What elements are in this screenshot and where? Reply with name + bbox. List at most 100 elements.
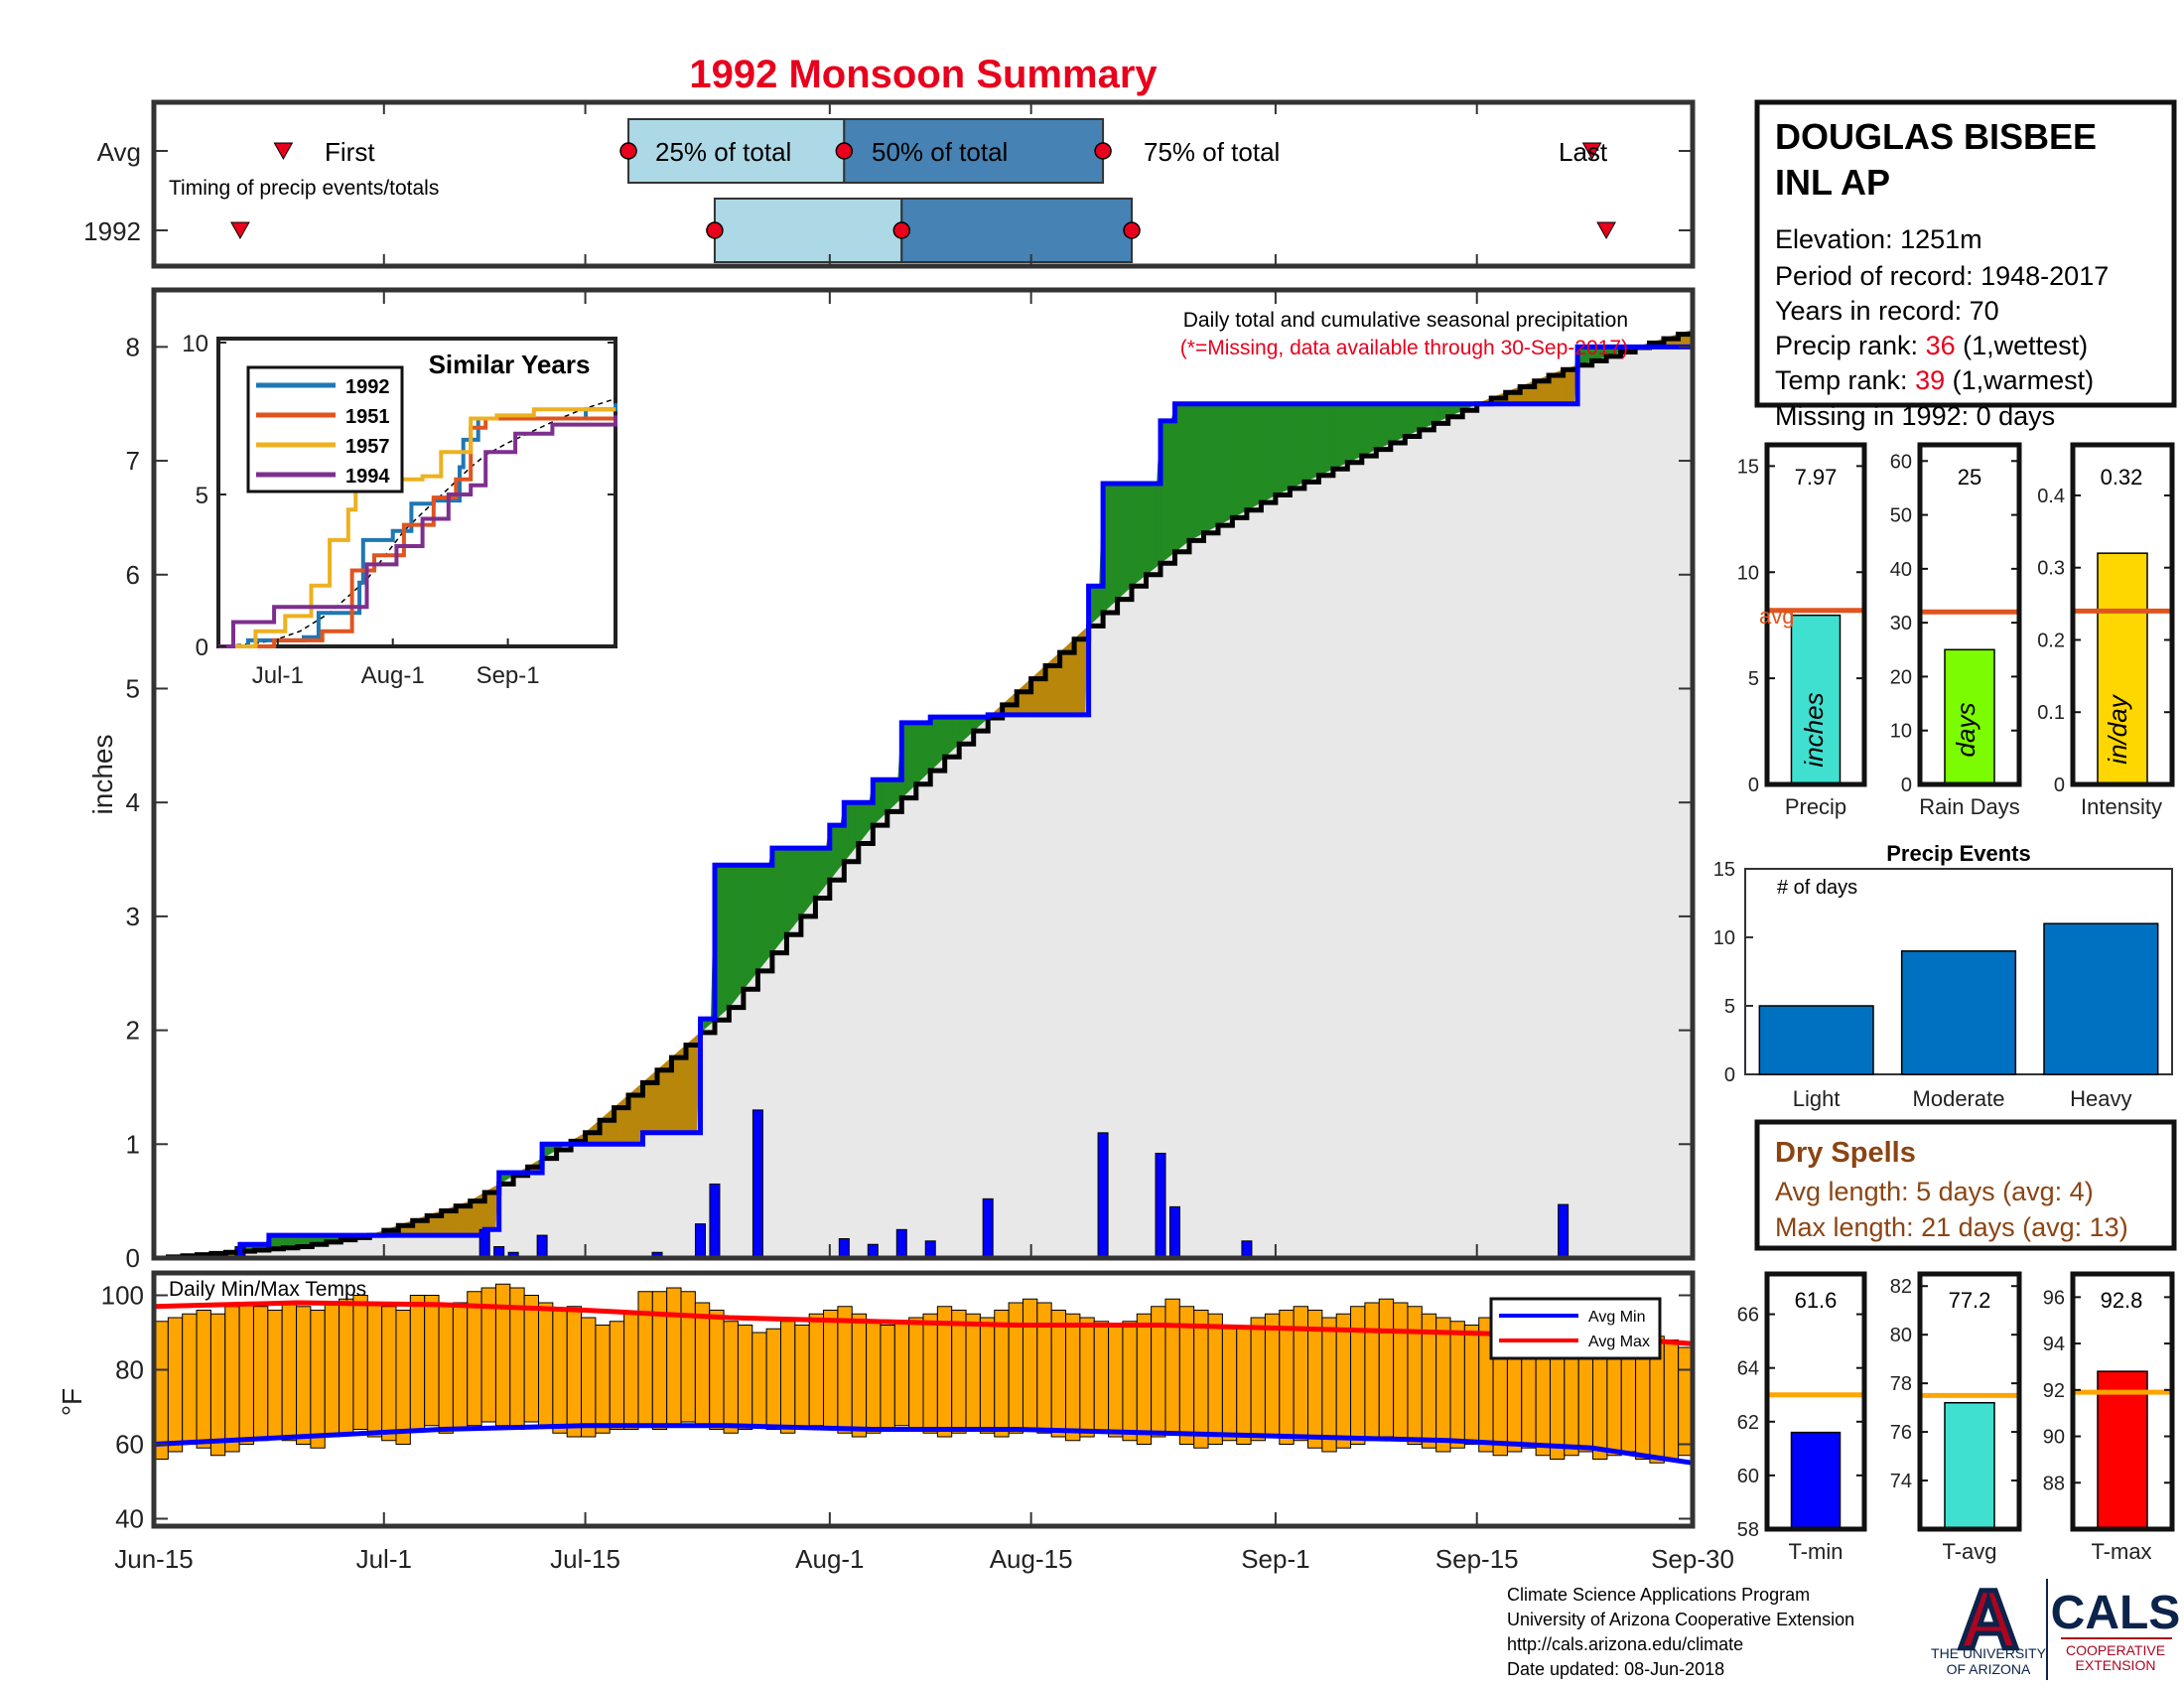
cumulative-difference-segment xyxy=(887,778,891,813)
cumulative-difference-segment xyxy=(1243,403,1248,513)
cals-wordmark: CALS xyxy=(2051,1587,2181,1639)
tmin-stat-ytick-label: 62 xyxy=(1737,1412,1759,1434)
cumulative-difference-segment xyxy=(764,864,769,963)
timing-q50-label: 50% of total xyxy=(872,137,1008,167)
daily-temp-bar xyxy=(1008,1302,1024,1434)
timing-box-q25-q50 xyxy=(713,198,903,263)
cumulative-difference-segment xyxy=(789,847,794,931)
cumulative-difference-segment xyxy=(729,864,734,1009)
cumulative-difference-segment xyxy=(1142,483,1147,579)
inset-ytick-label: 10 xyxy=(182,331,208,357)
station-box: DOUGLAS BISBEE INL AP Elevation: 1251m P… xyxy=(1754,99,2177,431)
inset-avg-dashed-line xyxy=(217,397,616,647)
cumulative-difference-segment xyxy=(876,778,881,823)
precip-stat-unit: inches xyxy=(1799,692,1829,767)
daily-temp-bar xyxy=(623,1313,639,1430)
temps-ytick-label: 100 xyxy=(101,1281,144,1311)
cumulative-difference-segment xyxy=(1149,483,1155,573)
precip-rank-value: 36 xyxy=(1926,331,1956,360)
timing-q75-label: 75% of total xyxy=(1144,137,1280,167)
cumulative-difference-segment xyxy=(966,716,971,739)
cumulative-difference-segment xyxy=(800,847,805,917)
cumulative-difference-segment xyxy=(1264,403,1269,501)
station-missing: Missing in 1992: 0 days xyxy=(1775,401,2055,431)
daily-temp-bar xyxy=(1065,1313,1081,1442)
daily-temp-bar xyxy=(381,1306,397,1442)
cumulative-difference-segment xyxy=(588,1125,594,1145)
daily-temp-bar xyxy=(1207,1313,1223,1445)
cumulative-difference-segment xyxy=(1246,403,1251,511)
daily-precip-bar xyxy=(895,1228,907,1259)
tavg-stat-frame xyxy=(1917,1271,2022,1532)
daily-temp-bar xyxy=(1136,1313,1153,1445)
cumulative-difference-segment xyxy=(1426,403,1431,428)
cumulative-difference-segment xyxy=(1124,483,1129,594)
daily-temp-bar xyxy=(1393,1302,1409,1442)
cumulative-ytick-label: 5 xyxy=(126,673,140,703)
daily-temp-bar xyxy=(666,1287,682,1427)
cumulative-difference-segment xyxy=(1336,403,1341,469)
precip-stat-ytick-label: 0 xyxy=(1748,774,1759,796)
daily-temp-bar xyxy=(252,1306,269,1442)
daily-temp-bar xyxy=(866,1321,882,1434)
tmin-stat-value: 61.6 xyxy=(1795,1288,1838,1313)
cumulative-axis: 0 1 2 3 4 5 6 7 8 xyxy=(126,290,1694,1273)
precip-stat-ytick-label: 15 xyxy=(1737,456,1759,478)
precip-stat-ytick-label: 10 xyxy=(1737,562,1759,584)
raindays-stat-frame xyxy=(1917,442,2022,787)
daily-precip-bar xyxy=(924,1240,936,1259)
cumulative-difference-segment xyxy=(1131,483,1136,587)
daily-temp-bar xyxy=(581,1317,597,1438)
precip-events-title: Precip Events xyxy=(1886,841,2031,866)
daily-temp-bar xyxy=(267,1310,283,1438)
daily-precip-bar xyxy=(1558,1203,1570,1259)
cumulative-difference-segment xyxy=(1297,403,1301,487)
cumulative-difference-segment xyxy=(1321,403,1326,475)
temp-rank-note: (1,warmest) xyxy=(1945,365,2094,395)
temps-plot: 40 60 80 100 Jun-15 Jul-1 Jul-15 Aug-1 Aug-15 Sep… xyxy=(57,1270,1734,1574)
cumulative-difference-segment xyxy=(836,824,842,872)
tmax-stat-xlabel: T-max xyxy=(2091,1539,2151,1564)
cumulative-difference-segment xyxy=(1405,403,1410,437)
daily-temp-bar xyxy=(196,1310,211,1449)
ua-text-line2: OF ARIZONA xyxy=(1947,1661,2031,1677)
daily-temp-bar xyxy=(965,1313,981,1430)
timing-panel: Avg 1992 Timing of precip events/totals … xyxy=(83,99,1696,269)
tavg-stat-ytick-label: 80 xyxy=(1890,1325,1912,1346)
daily-temp-bar xyxy=(1378,1298,1395,1438)
cumulative-difference-segment xyxy=(1318,403,1323,477)
cumulative-ytick-label: 8 xyxy=(126,332,140,361)
cumulative-difference-segment xyxy=(1354,403,1359,460)
daily-temp-bar xyxy=(709,1310,725,1430)
cumulative-ylabel: inches xyxy=(87,735,118,815)
cumulative-difference-segment xyxy=(1347,403,1352,464)
tmax-stat-ytick-label: 88 xyxy=(2043,1473,2065,1494)
daily-temp-bar xyxy=(908,1317,924,1430)
daily-temp-bar xyxy=(723,1321,739,1434)
station-name-line1: DOUGLAS BISBEE xyxy=(1775,116,2097,157)
cumulative-difference-segment xyxy=(678,1048,683,1134)
station-precip-rank: Precip rank: 36 (1,wettest) xyxy=(1775,331,2088,360)
cumulative-difference-segment xyxy=(1110,483,1115,607)
daily-temp-bar xyxy=(209,1313,226,1457)
cumulative-difference-segment xyxy=(1310,403,1315,480)
cumulative-difference-segment xyxy=(811,847,816,904)
tavg-stat-xlabel: T-avg xyxy=(1942,1539,1996,1564)
cumulative-caption: Daily total and cumulative seasonal prec… xyxy=(1183,309,1628,332)
cumulative-difference-segment xyxy=(1232,403,1237,518)
daily-temp-bar xyxy=(737,1325,753,1430)
cumulative-difference-segment xyxy=(1185,403,1190,544)
daily-temp-bar xyxy=(296,1306,312,1445)
cumulative-difference-segment xyxy=(1163,420,1168,562)
cumulative-difference-segment xyxy=(1128,483,1133,591)
temps-xtick-label: Aug-15 xyxy=(990,1544,1073,1574)
raindays-stat-value: 25 xyxy=(1958,465,1981,490)
cumulative-difference-segment xyxy=(1135,483,1140,585)
daily-temp-bar xyxy=(538,1302,554,1427)
daily-precip-bar xyxy=(982,1197,994,1259)
intensity-stat-panel: 0 0.1 0.2 0.3 0.4 xyxy=(2037,442,2175,796)
precip-events-ylabel: # of days xyxy=(1777,877,1857,899)
temps-legend-frame xyxy=(1489,1297,1662,1360)
daily-temp-bar xyxy=(1050,1310,1067,1438)
